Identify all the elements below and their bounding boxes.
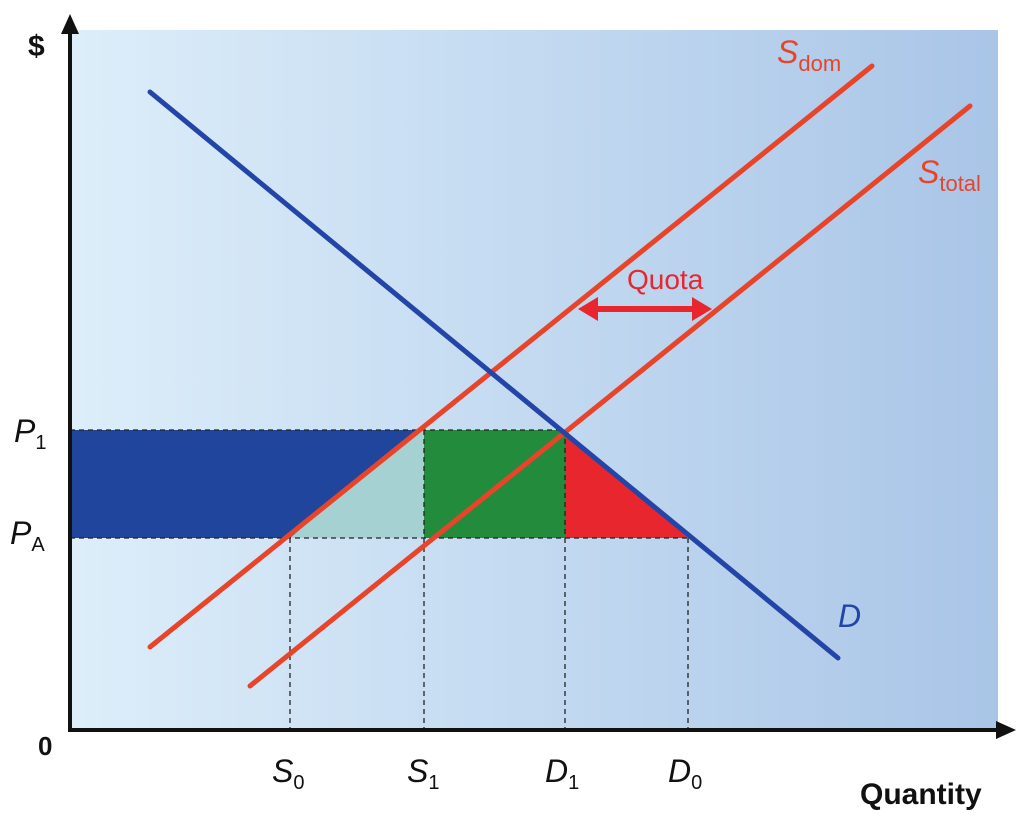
curve-label-demand: D [838,598,861,634]
price-label-pa: PA [10,515,45,556]
quantity-label-s0: S0 [272,753,304,794]
curve-label-s-total: Stotal [918,154,981,196]
axes [61,14,1016,739]
y-axis-label: $ [28,30,45,63]
x-axis-label: Quantity [860,778,982,811]
price-label-p1: P1 [14,413,46,454]
quantity-label-d1: D1 [545,753,579,794]
origin-label: 0 [38,731,52,761]
quantity-label-s1: S1 [407,753,439,794]
quantity-label-d0: D0 [668,753,702,794]
curve-demand [147,89,841,661]
curve-s-dom [147,63,875,650]
y-axis-arrow-icon [61,14,79,34]
curve-label-s-dom: Sdom [777,34,841,76]
curve-s-total [247,103,973,689]
quota-label: Quota [627,264,704,295]
x-axis-arrow-icon [996,721,1016,739]
region-production-loss [290,430,424,538]
quota-arrow [578,297,712,321]
plot-background [70,30,998,730]
